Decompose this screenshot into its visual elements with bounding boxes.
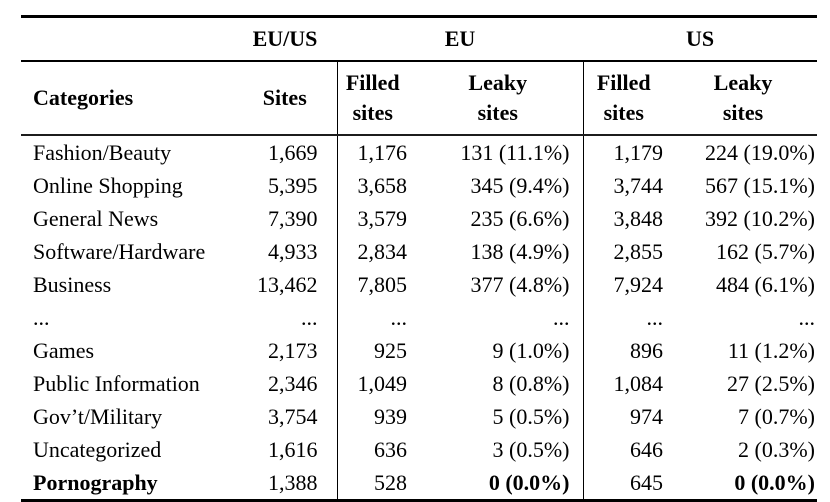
cell-us-filled: 1,084 <box>582 367 670 400</box>
col-header-line: Filled <box>345 70 400 96</box>
cell-eu-filled: 7,805 <box>336 268 425 301</box>
cell-category: Gov’t/Military <box>33 403 163 429</box>
table-row: Gov’t/Military 3,754 939 5 (0.5%) 974 7 … <box>21 400 817 433</box>
cell-us-leaky: ... <box>798 304 816 330</box>
cell-category: General News <box>33 205 159 231</box>
cell-category: Pornography <box>33 469 158 495</box>
cell-sites: 1,388 <box>268 469 318 495</box>
cell-eu-filled: 3,579 <box>336 202 425 235</box>
group-header-eu: EU <box>337 16 583 62</box>
cell-sites: 3,754 <box>268 403 318 429</box>
cell-sites: 5,395 <box>268 172 318 198</box>
group-header-eu-us: EU/US <box>251 16 337 62</box>
cell-us-filled: ... <box>582 301 670 334</box>
cell-sites: 7,390 <box>268 205 318 231</box>
column-header-row: Categories Sites Filled sites Leaky site… <box>21 61 817 136</box>
group-header-row: EU/US EU US <box>21 16 817 62</box>
cell-eu-leaky: 5 (0.5%) <box>492 403 570 429</box>
group-header-spacer <box>21 16 251 62</box>
cell-eu-leaky: 377 (4.8%) <box>470 271 570 297</box>
table-row: Software/Hardware 4,933 2,834 138 (4.9%)… <box>21 235 817 268</box>
cell-eu-filled: 528 <box>336 466 425 501</box>
cell-us-filled: 7,924 <box>582 268 670 301</box>
col-header-line: sites <box>603 100 644 125</box>
col-header-line: Leaky <box>713 70 773 96</box>
table-row: Business 13,462 7,805 377 (4.8%) 7,924 4… <box>21 268 817 301</box>
cell-sites: 13,462 <box>257 271 318 297</box>
cell-category: ... <box>33 304 50 330</box>
col-header-us-leaky-sites: Leaky sites <box>670 61 817 136</box>
cell-us-filled: 3,848 <box>582 202 670 235</box>
cell-eu-leaky: 345 (9.4%) <box>470 172 570 198</box>
cell-sites: 2,346 <box>268 370 318 396</box>
cell-us-filled: 896 <box>582 334 670 367</box>
cell-us-leaky: 567 (15.1%) <box>705 172 815 198</box>
cell-us-filled: 1,179 <box>582 135 670 169</box>
cell-eu-filled: 939 <box>336 400 425 433</box>
col-header-line: sites <box>722 100 764 125</box>
cell-us-leaky: 392 (10.2%) <box>705 205 815 231</box>
cell-eu-filled: 1,176 <box>336 135 425 169</box>
cell-eu-filled: 1,049 <box>336 367 425 400</box>
cell-category: Business <box>33 271 112 297</box>
cell-category: Public Information <box>33 370 200 396</box>
cell-us-leaky: 27 (2.5%) <box>727 370 815 396</box>
table-row-pornography: Pornography 1,388 528 0 (0.0%) 645 0 (0.… <box>21 466 817 501</box>
cell-us-filled: 645 <box>582 466 670 501</box>
cell-eu-filled: 636 <box>336 433 425 466</box>
col-header-categories: Categories <box>21 61 251 136</box>
cell-eu-leaky: 138 (4.9%) <box>470 238 570 264</box>
cell-us-leaky: 0 (0.0%) <box>734 469 815 495</box>
table-row: Public Information 2,346 1,049 8 (0.8%) … <box>21 367 817 400</box>
cell-eu-leaky: 9 (1.0%) <box>492 337 570 363</box>
cell-category: Fashion/Beauty <box>33 139 172 165</box>
cell-us-filled: 974 <box>582 400 670 433</box>
col-header-eu-filled-sites: Filled sites <box>336 61 425 136</box>
cell-eu-leaky: 131 (11.1%) <box>460 139 570 165</box>
cell-sites: 1,669 <box>268 139 318 165</box>
col-header-us-filled-sites: Filled sites <box>582 61 670 136</box>
table-row: General News 7,390 3,579 235 (6.6%) 3,84… <box>21 202 817 235</box>
cell-eu-filled: 2,834 <box>336 235 425 268</box>
cell-us-filled: 2,855 <box>582 235 670 268</box>
col-header-line: Filled <box>596 70 651 96</box>
cell-category: Online Shopping <box>33 172 183 198</box>
category-leakiness-table: EU/US EU US Categories Sites Filled site… <box>21 15 817 502</box>
cell-us-leaky: 2 (0.3%) <box>738 436 815 462</box>
table-row: Uncategorized 1,616 636 3 (0.5%) 646 2 (… <box>21 433 817 466</box>
cell-category: Games <box>33 337 95 363</box>
cell-us-leaky: 224 (19.0%) <box>705 139 815 165</box>
col-header-sites: Sites <box>251 61 337 136</box>
cell-us-leaky: 11 (1.2%) <box>727 337 815 363</box>
cell-eu-leaky: ... <box>553 304 570 330</box>
cell-us-leaky: 7 (0.7%) <box>738 403 815 429</box>
cell-us-leaky: 484 (6.1%) <box>716 271 815 297</box>
cell-eu-leaky: 0 (0.0%) <box>488 469 570 495</box>
table-row-ellipsis: ... ... ... ... ... ... <box>21 301 817 334</box>
cell-sites: 4,933 <box>268 238 318 264</box>
cell-us-leaky: 162 (5.7%) <box>716 238 815 264</box>
cell-category: Software/Hardware <box>33 238 206 264</box>
col-header-line: sites <box>352 100 393 125</box>
cell-eu-filled: 3,658 <box>336 169 425 202</box>
table-row: Online Shopping 5,395 3,658 345 (9.4%) 3… <box>21 169 817 202</box>
cell-sites: ... <box>301 304 318 330</box>
table-row: Fashion/Beauty 1,669 1,176 131 (11.1%) 1… <box>21 135 817 169</box>
cell-eu-filled: 925 <box>336 334 425 367</box>
cell-eu-leaky: 8 (0.8%) <box>492 370 570 396</box>
col-header-line: Leaky <box>468 70 528 96</box>
cell-us-filled: 646 <box>582 433 670 466</box>
table-row: Games 2,173 925 9 (1.0%) 896 11 (1.2%) <box>21 334 817 367</box>
cell-sites: 1,616 <box>268 436 318 462</box>
cell-sites: 2,173 <box>268 337 318 363</box>
col-header-line: sites <box>477 100 518 125</box>
col-header-eu-leaky-sites: Leaky sites <box>425 61 583 136</box>
cell-eu-leaky: 235 (6.6%) <box>470 205 570 231</box>
group-header-us: US <box>583 16 817 62</box>
cell-eu-filled: ... <box>336 301 425 334</box>
cell-us-filled: 3,744 <box>582 169 670 202</box>
cell-category: Uncategorized <box>33 436 162 462</box>
cell-eu-leaky: 3 (0.5%) <box>492 436 570 462</box>
